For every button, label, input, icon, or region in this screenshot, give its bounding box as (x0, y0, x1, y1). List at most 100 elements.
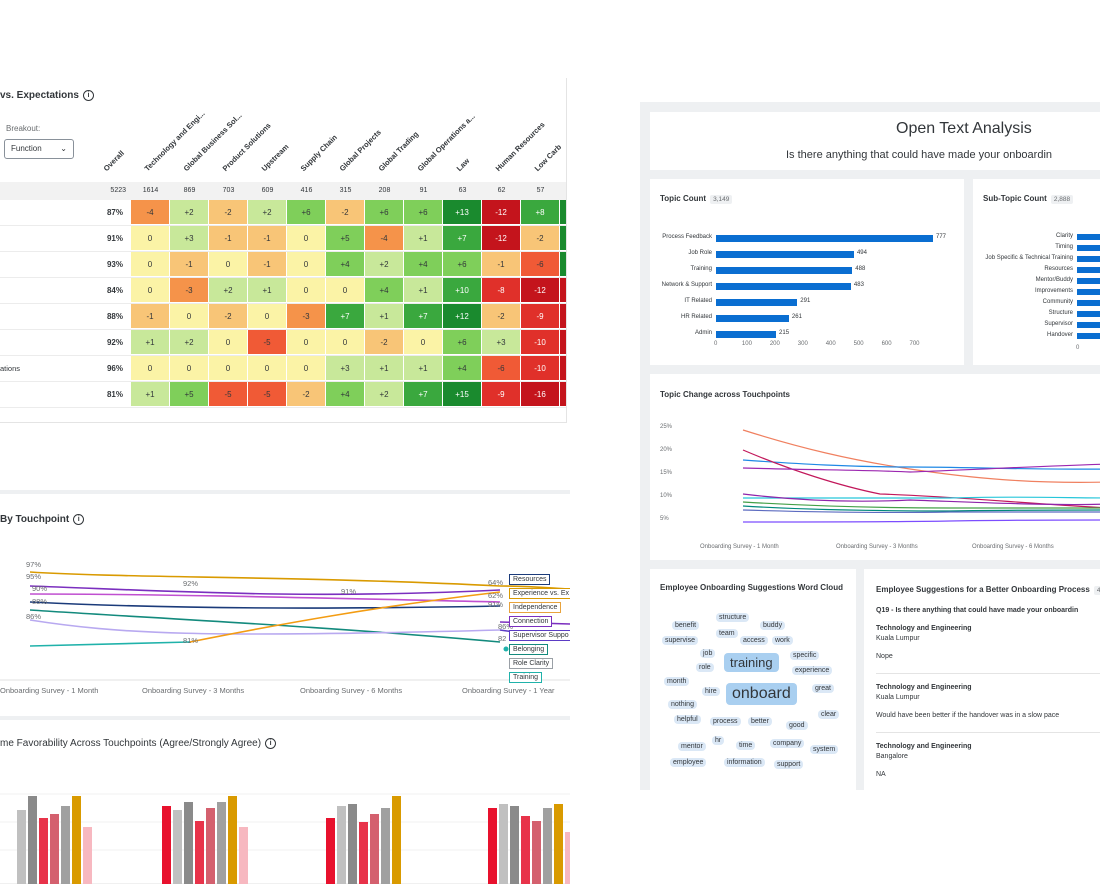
favorability-bar[interactable] (370, 814, 379, 884)
favorability-bar[interactable] (521, 816, 530, 884)
favorability-bar[interactable] (348, 804, 357, 884)
word-cloud-word[interactable]: good (786, 721, 808, 730)
word-cloud-word[interactable]: mentor (678, 742, 706, 751)
favorability-bar[interactable] (392, 796, 401, 884)
word-cloud-word[interactable]: helpful (674, 715, 701, 724)
word-cloud-word[interactable]: hr (712, 736, 725, 745)
favorability-bar[interactable] (173, 810, 182, 884)
heatmap-cell[interactable]: 0 (287, 330, 326, 355)
bar[interactable] (716, 299, 798, 306)
bar[interactable] (716, 267, 853, 274)
favorability-bar[interactable] (488, 808, 497, 884)
heatmap-cell[interactable]: +1 (365, 304, 404, 329)
legend-item[interactable]: Role Clarity (509, 658, 554, 669)
heatmap-cell[interactable]: +2 (209, 278, 248, 303)
word-cloud-word[interactable]: system (810, 745, 839, 754)
heatmap-cell[interactable]: +4 (365, 278, 404, 303)
favorability-bar[interactable] (565, 832, 570, 884)
favorability-bar[interactable] (206, 808, 215, 884)
legend-item[interactable]: Resources (509, 574, 551, 585)
favorability-bar[interactable] (28, 796, 37, 884)
heatmap-cell[interactable]: -12 (482, 226, 521, 251)
heatmap-cell[interactable]: +4 (443, 356, 482, 381)
heatmap-cell[interactable]: +2 (248, 200, 287, 225)
favorability-bar[interactable] (532, 821, 541, 884)
bar[interactable] (1077, 300, 1100, 306)
heatmap-cell[interactable]: -1 (248, 226, 287, 251)
heatmap-cell[interactable]: +4 (326, 252, 365, 277)
word-cloud-word[interactable]: access (740, 636, 768, 645)
heatmap-cell[interactable]: +12 (443, 304, 482, 329)
heatmap-cell[interactable]: -5 (209, 382, 248, 407)
word-cloud-word[interactable]: process (710, 717, 741, 726)
favorability-bar[interactable] (195, 821, 204, 884)
heatmap-cell[interactable]: +10 (443, 278, 482, 303)
word-cloud-word[interactable]: nothing (668, 700, 697, 709)
bar[interactable] (716, 251, 854, 258)
heatmap-cell[interactable]: +2 (365, 382, 404, 407)
heatmap-cell[interactable]: +7 (404, 304, 443, 329)
heatmap-cell[interactable]: +6 (287, 200, 326, 225)
info-icon[interactable]: i (265, 738, 277, 749)
bar[interactable] (1077, 267, 1100, 273)
column-header[interactable]: Upstream (259, 142, 291, 173)
heatmap-cell[interactable]: 0 (209, 330, 248, 355)
word-cloud-word[interactable]: time (736, 741, 756, 750)
heatmap-cell[interactable]: -4 (131, 200, 170, 225)
info-icon[interactable]: i (73, 514, 85, 525)
heatmap-cell[interactable]: -8 (482, 278, 521, 303)
favorability-bar[interactable] (543, 808, 552, 884)
heatmap-cell[interactable]: 0 (326, 330, 365, 355)
column-header[interactable]: Low Carb (532, 142, 564, 173)
word-cloud-word[interactable]: employee (670, 758, 707, 767)
heatmap-cell[interactable]: -1 (170, 252, 209, 277)
bar[interactable] (1077, 256, 1100, 262)
heatmap-cell[interactable]: 0 (287, 252, 326, 277)
heatmap-cell[interactable]: +1 (131, 330, 170, 355)
word-cloud-word[interactable]: experience (792, 666, 833, 675)
favorability-bar[interactable] (337, 806, 346, 884)
heatmap-cell[interactable]: +2 (170, 200, 209, 225)
heatmap-cell[interactable]: +1 (404, 226, 443, 251)
word-cloud-word[interactable]: job (700, 649, 716, 658)
heatmap-cell[interactable]: -2 (521, 226, 560, 251)
word-cloud-word[interactable]: month (664, 677, 690, 686)
bar[interactable] (1077, 333, 1100, 339)
heatmap-cell[interactable]: -12 (482, 200, 521, 225)
heatmap-cell[interactable]: 0 (326, 278, 365, 303)
heatmap-cell[interactable]: -2 (209, 304, 248, 329)
word-cloud-word[interactable]: work (772, 636, 793, 645)
heatmap-cell[interactable]: +2 (365, 252, 404, 277)
word-cloud-word[interactable]: benefit (672, 621, 700, 630)
heatmap-cell[interactable]: +1 (404, 278, 443, 303)
word-cloud-word[interactable]: support (774, 760, 804, 769)
bar[interactable] (716, 283, 851, 290)
breakout-select[interactable]: Function ⌄ (4, 139, 74, 159)
heatmap-cell[interactable]: 0 (170, 304, 209, 329)
favorability-bar[interactable] (61, 806, 70, 884)
heatmap-cell[interactable]: +2 (170, 330, 209, 355)
favorability-bar[interactable] (39, 818, 48, 884)
bar[interactable] (716, 235, 933, 242)
heatmap-cell[interactable]: -1 (131, 304, 170, 329)
heatmap-cell[interactable]: -6 (482, 356, 521, 381)
favorability-bar[interactable] (381, 808, 390, 884)
heatmap-cell[interactable]: +7 (443, 226, 482, 251)
column-header[interactable]: Supply Chain (298, 132, 339, 173)
heatmap-cell[interactable]: 0 (170, 356, 209, 381)
legend-item[interactable]: Belonging (509, 644, 549, 655)
heatmap-cell[interactable]: -1 (482, 252, 521, 277)
favorability-bar[interactable] (554, 804, 563, 884)
heatmap-cell[interactable]: -5 (248, 330, 287, 355)
heatmap-cell[interactable]: +6 (443, 252, 482, 277)
heatmap-cell[interactable]: +3 (170, 226, 209, 251)
favorability-bar[interactable] (510, 806, 519, 884)
heatmap-cell[interactable]: -16 (521, 382, 560, 407)
heatmap-cell[interactable]: 0 (131, 278, 170, 303)
word-cloud-word[interactable]: buddy (760, 621, 786, 630)
heatmap-cell[interactable]: -9 (482, 382, 521, 407)
bar[interactable] (1077, 311, 1100, 317)
favorability-bar[interactable] (499, 804, 508, 884)
heatmap-cell[interactable]: +6 (404, 200, 443, 225)
heatmap-cell[interactable]: +4 (326, 382, 365, 407)
